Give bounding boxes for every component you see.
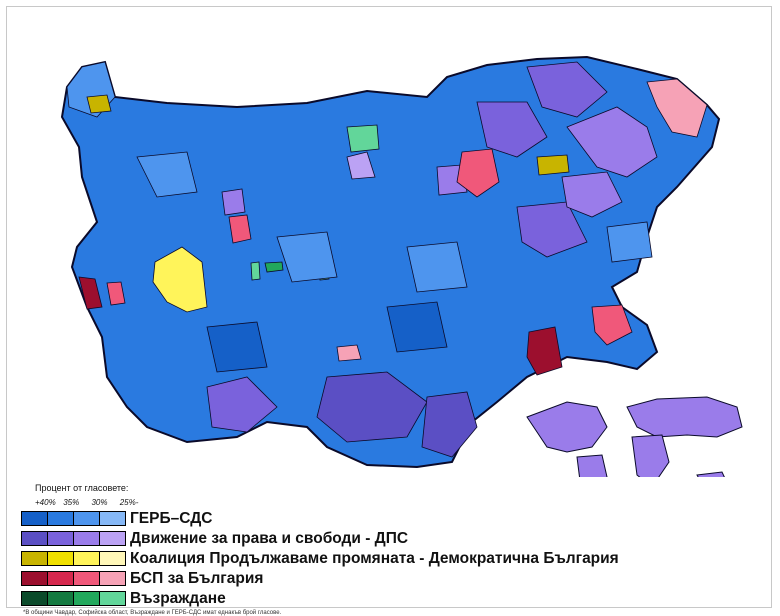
- swatch: [100, 592, 125, 605]
- region-bsp-west: [228, 214, 252, 244]
- inset-eurasia: [626, 396, 743, 438]
- region-dps-south: [316, 371, 428, 443]
- region-dps-kardzhali: [421, 391, 478, 458]
- inset-north-america: [526, 401, 608, 453]
- swatch: [22, 592, 48, 605]
- legend-entry-vazrazhdane: Възраждане: [21, 589, 226, 608]
- swatch: [100, 532, 125, 545]
- region-bsp-border1: [78, 276, 103, 310]
- legend-entry-dps: Движение за права и свободи - ДПС: [21, 529, 408, 548]
- region-vazrazhdane-small3: [250, 261, 261, 281]
- swatch: [22, 512, 48, 525]
- legend-header-3: 30%: [91, 498, 108, 507]
- legend-swatches: [21, 511, 126, 526]
- legend-entry-gerb: ГЕРБ–СДС: [21, 509, 212, 528]
- swatch: [100, 572, 125, 585]
- legend-entry-bsp: БСП за България: [21, 569, 263, 588]
- swatch: [74, 532, 100, 545]
- legend-swatches: [21, 591, 126, 606]
- region-bsp-south: [526, 326, 563, 376]
- region-dps-northeast: [566, 106, 658, 178]
- region-pp-db-ne: [536, 154, 570, 176]
- swatch: [48, 552, 74, 565]
- swatch: [48, 592, 74, 605]
- inset-australia: [696, 471, 725, 477]
- legend-footnote: *В общини Чавдар, Софийска област, Възра…: [23, 610, 282, 616]
- legend-label-bsp: БСП за България: [130, 569, 264, 587]
- region-gerb-light4: [606, 221, 653, 263]
- legend-header-4: 25%-: [119, 498, 139, 507]
- legend-label-vazrazhdane: Възраждане: [130, 589, 226, 607]
- region-gerb-light1: [136, 151, 198, 198]
- swatch: [74, 552, 100, 565]
- bulgaria-election-map: [60, 55, 743, 477]
- region-dps-east: [526, 61, 608, 118]
- region-pp-db-sofia: [152, 246, 208, 313]
- swatch: [74, 592, 100, 605]
- swatch: [100, 512, 125, 525]
- swatch: [22, 532, 48, 545]
- legend-header-2: 35%: [63, 498, 80, 507]
- swatch: [74, 512, 100, 525]
- swatch: [22, 572, 48, 585]
- region-pp-db-nw: [86, 94, 112, 114]
- legend-label-dps: Движение за права и свободи - ДПС: [130, 529, 409, 547]
- legend-swatches: [21, 571, 126, 586]
- swatch: [48, 572, 74, 585]
- legend-swatches: [21, 531, 126, 546]
- region-dps-southwest: [206, 376, 278, 433]
- swatch: [48, 512, 74, 525]
- swatch: [48, 532, 74, 545]
- region-gerb-dark1: [386, 301, 448, 353]
- swatch: [100, 552, 125, 565]
- legend-headers: +40% 35% 30% 25%-: [35, 498, 146, 507]
- region-dps-center: [516, 201, 588, 258]
- map-frame: Процент от гласовете: +40% 35% 30% 25%- …: [6, 6, 772, 616]
- region-bsp-northeast: [646, 78, 708, 138]
- region-bsp-east: [591, 304, 633, 346]
- legend-entry-pp-db: Коалиция Продължаваме промяната - Демокр…: [21, 549, 619, 568]
- swatch: [22, 552, 48, 565]
- region-dps-razgrad: [476, 101, 548, 158]
- region-dps-shumen: [561, 171, 623, 218]
- region-vazrazhdane-north: [346, 124, 380, 153]
- legend-swatches: [21, 551, 126, 566]
- region-bsp-mid: [456, 148, 500, 198]
- region-bsp-small: [336, 344, 362, 362]
- region-gerb-light2: [276, 231, 338, 283]
- world-inset: [526, 396, 743, 477]
- region-vazrazhdane-small1: [264, 261, 284, 273]
- region-dps-small2: [346, 151, 376, 180]
- region-gerb-light3: [406, 241, 468, 293]
- region-dps-small1: [221, 188, 246, 216]
- legend-title: Процент от гласовете:: [35, 483, 129, 493]
- legend-header-1: +40%: [35, 498, 56, 507]
- region-gerb-dark2: [206, 321, 268, 373]
- inset-africa: [631, 434, 670, 477]
- legend-label-gerb: ГЕРБ–СДС: [130, 509, 213, 527]
- inset-south-america: [576, 454, 608, 477]
- region-bsp-border2: [106, 281, 126, 306]
- swatch: [74, 572, 100, 585]
- legend-label-pp-db: Коалиция Продължаваме промяната - Демокр…: [130, 549, 619, 567]
